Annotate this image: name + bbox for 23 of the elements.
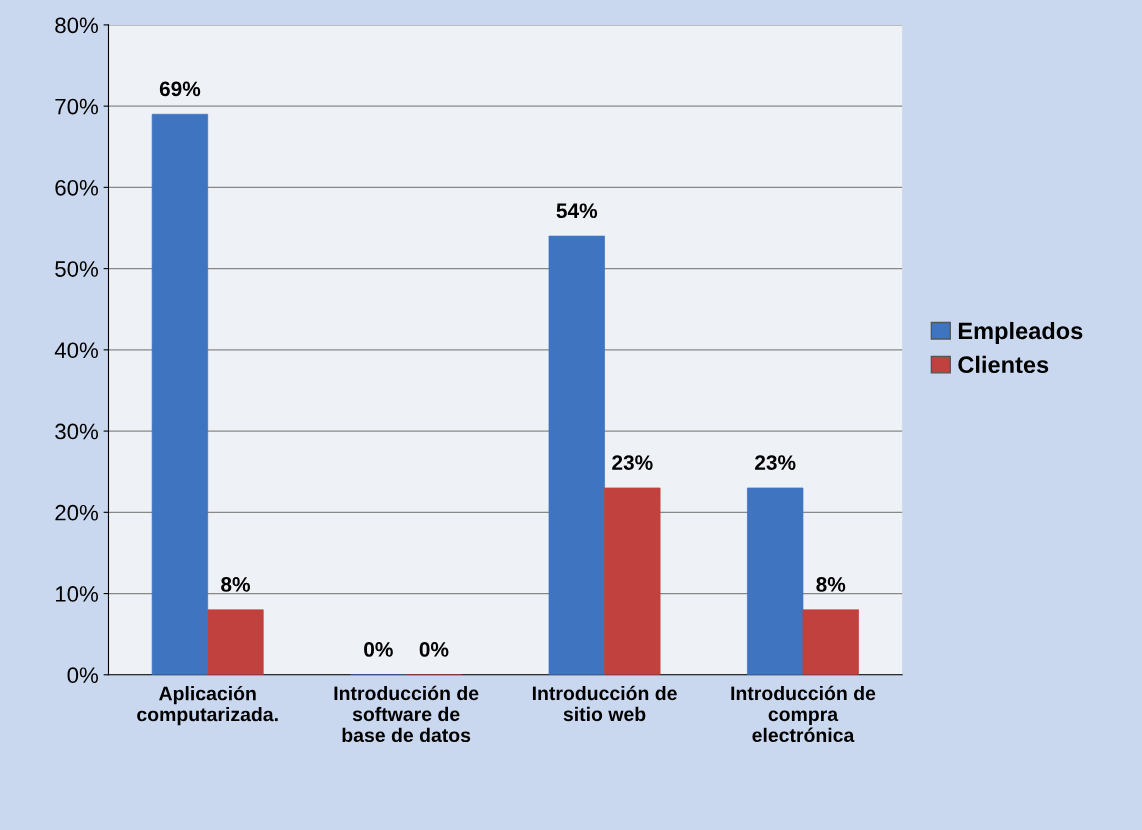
- y-tick-label: 40%: [54, 342, 98, 359]
- y-tick-label: 0%: [67, 667, 98, 684]
- data-label: 8%: [816, 577, 846, 592]
- y-tick-label: 60%: [55, 179, 98, 196]
- y-tick-label: 50%: [55, 261, 98, 277]
- data-label: 23%: [755, 455, 796, 470]
- data-label: 0%: [364, 642, 393, 657]
- data-label: 54%: [556, 203, 598, 219]
- data-label: 0%: [419, 642, 449, 657]
- y-tick-label: 70%: [55, 98, 98, 115]
- x-tick-label: Aplicación computarizada.: [137, 685, 278, 726]
- data-label: 8%: [221, 577, 250, 592]
- x-tick-label: Introducción de sitio web: [532, 685, 677, 722]
- x-tick-label: Introducción de compra electrónica: [731, 685, 876, 743]
- x-tick-label: Introducción de software de base de datos: [334, 685, 479, 743]
- y-tick-label: 20%: [55, 504, 98, 521]
- data-label: 69%: [159, 81, 201, 97]
- y-tick-label: 10%: [55, 586, 98, 602]
- y-tick-label: 80%: [55, 17, 98, 34]
- data-label: 23%: [612, 455, 653, 470]
- y-tick-label: 30%: [55, 423, 98, 440]
- legend-label: Empleados: [958, 321, 1083, 344]
- legend-label: Clientes: [958, 355, 1049, 374]
